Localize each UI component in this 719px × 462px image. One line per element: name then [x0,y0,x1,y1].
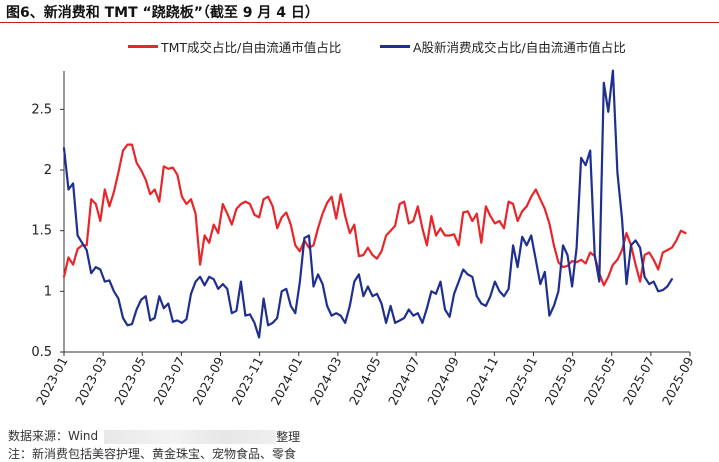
x-tick-label: 2024-09 [424,354,462,407]
x-tick-label: 2024-01 [268,354,306,407]
y-tick-label: 1.5 [31,224,52,239]
legend-label-tmt: TMT成交占比/自由流通市值占比 [161,40,342,55]
legend-swatch-tmt [128,45,158,48]
legend-item-new-consumer: A股新消费成交占比/自由流通市值占比 [380,37,626,56]
x-tick-label: 2024-07 [385,354,423,407]
x-tick-label: 2025-07 [620,354,658,407]
legend-item-tmt: TMT成交占比/自由流通市值占比 [128,37,341,56]
x-tick-label: 2024-03 [307,354,345,407]
y-tick-label: 0.5 [31,345,52,360]
footer-note: 注：新消费包括美容护理、黄金珠宝、宠物食品、零食 [8,447,297,461]
footer-source: 数据来源：Wind 整理 [8,427,300,445]
source-label: 数据来源：Wind [8,429,99,443]
x-tick-label: 2025-05 [581,354,619,407]
x-tick-label: 2025-09 [659,354,697,407]
legend-swatch-new-consumer [380,45,410,48]
redacted-patch [104,429,277,444]
x-tick-label: 2023-01 [33,354,71,407]
series-line-new-consumer [62,69,673,339]
title-bar: 图6、新消费和 TMT “跷跷板”（截至 9 月 4 日） [0,0,719,23]
y-tick-label: 2 [44,163,52,178]
x-tick-label: 2024-11 [463,354,501,407]
x-tick-label: 2023-05 [111,354,149,407]
x-tick-label: 2025-01 [502,354,540,407]
x-tick-label: 2025-03 [542,354,580,407]
y-tick-label: 2.5 [31,102,52,117]
x-tick-label: 2023-09 [189,354,227,407]
legend-label-new-consumer: A股新消费成交占比/自由流通市值占比 [413,40,626,55]
legend: TMT成交占比/自由流通市值占比 A股新消费成交占比/自由流通市值占比 [0,37,719,55]
chart-title: 图6、新消费和 TMT “跷跷板”（截至 9 月 4 日） [6,5,319,21]
x-tick-label: 2023-07 [150,354,188,407]
x-tick-label: 2024-05 [346,354,384,407]
source-tail: 整理 [276,430,301,444]
series-line-tmt [62,143,687,287]
x-tick-label: 2023-03 [72,354,110,407]
y-tick-label: 1 [44,284,52,299]
x-tick-label: 2023-11 [229,354,267,407]
